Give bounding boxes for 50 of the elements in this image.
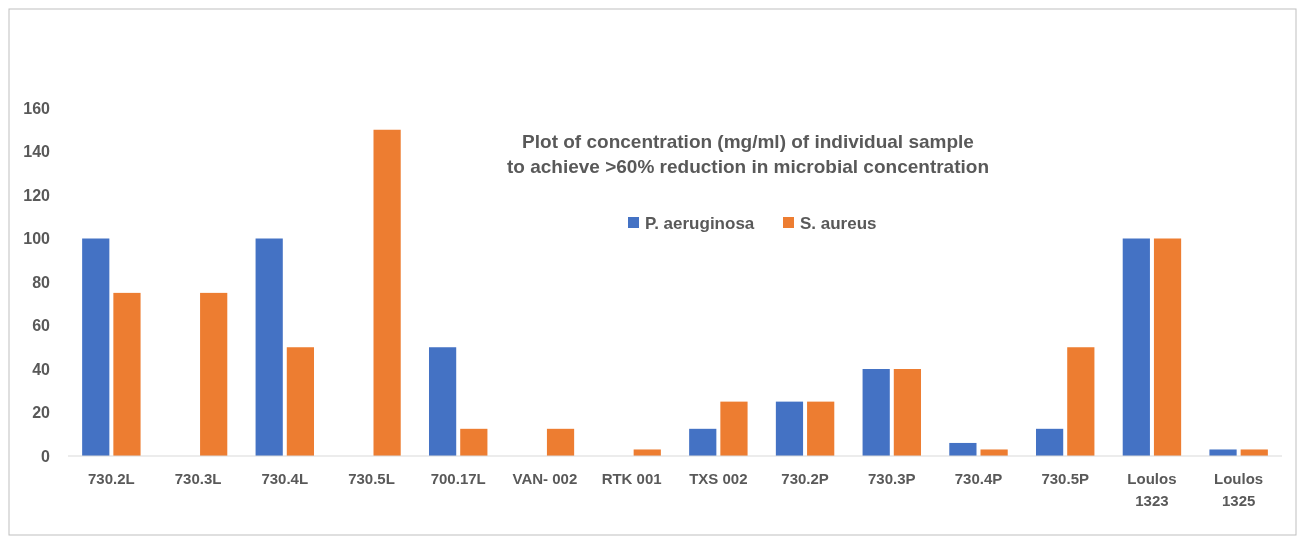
bar xyxy=(807,401,835,456)
bar xyxy=(862,369,890,456)
bar xyxy=(1067,347,1095,456)
x-tick-label: TXS 002 xyxy=(689,470,748,487)
x-tick-label: 700.17L xyxy=(430,470,486,487)
bar xyxy=(720,401,748,456)
y-tick-label: 140 xyxy=(23,143,51,161)
x-tick-label: 730.4P xyxy=(954,470,1003,487)
bar xyxy=(286,347,314,456)
legend-label: P. aeruginosa xyxy=(645,213,755,233)
bar xyxy=(429,347,457,456)
text: Plot of concentration (mg/ml) of individual sample to achieve >60% reduction in microbial concentration xyxy=(507,131,989,177)
bar xyxy=(113,292,141,456)
bar xyxy=(460,428,488,456)
x-tick-label: RTK 001 xyxy=(601,470,662,487)
y-tick-label: 100 xyxy=(23,230,51,248)
x-tick-label: Loulos 1323 xyxy=(1127,470,1177,509)
bar xyxy=(1240,449,1268,456)
y-tick-label: 60 xyxy=(32,317,51,335)
x-tick-label: 730.2P xyxy=(781,470,829,487)
bar xyxy=(82,238,110,456)
y-tick-label: 0 xyxy=(41,447,51,465)
x-tick-label: VAN- 002 xyxy=(512,470,578,487)
x-tick-label: 730.2L xyxy=(88,470,135,487)
bar xyxy=(633,449,661,456)
bar xyxy=(689,428,717,456)
x-tick-label: 730.3L xyxy=(174,470,222,487)
legend-label: S. aureus xyxy=(800,213,877,233)
x-tick-label: 730.5L xyxy=(348,470,395,487)
y-tick-label: 120 xyxy=(23,186,51,204)
bar xyxy=(1122,238,1150,456)
bar xyxy=(775,401,804,456)
bar xyxy=(949,442,977,456)
bar xyxy=(1209,449,1237,456)
bar xyxy=(980,449,1008,456)
y-tick-label: 80 xyxy=(32,273,51,291)
bar xyxy=(255,238,283,456)
bar xyxy=(1153,238,1182,456)
y-tick-label: 20 xyxy=(32,404,51,422)
bar xyxy=(373,129,401,456)
bar xyxy=(893,369,921,456)
bar xyxy=(1036,428,1064,456)
x-tick-label: 730.3P xyxy=(868,470,916,487)
y-tick-label: 40 xyxy=(32,360,51,378)
bar xyxy=(200,292,228,456)
x-tick-label: Loulos 1325 xyxy=(1214,470,1264,509)
bar xyxy=(546,428,575,456)
x-tick-label: 730.5P xyxy=(1041,470,1089,487)
x-tick-label: 730.4L xyxy=(261,470,309,487)
y-tick-label: 160 xyxy=(23,99,51,117)
